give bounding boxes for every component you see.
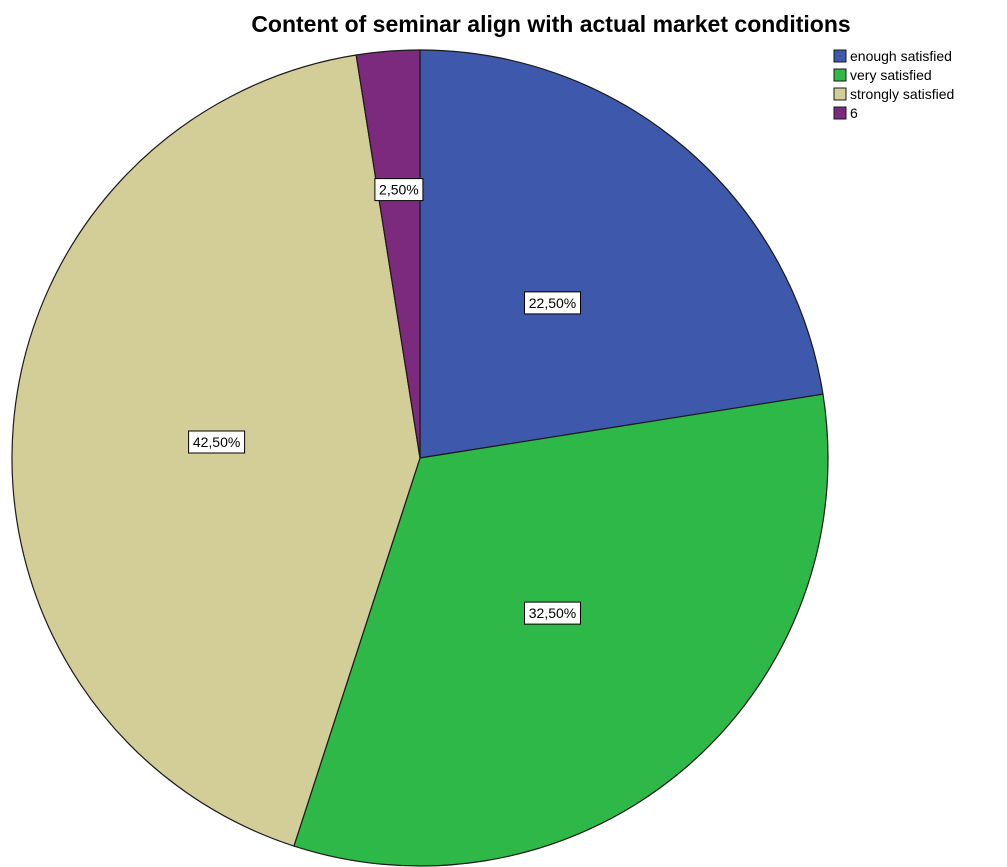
legend-label-1: enough satisfied — [850, 48, 952, 64]
legend-item-2: very satisfied — [833, 67, 932, 83]
slice-label-text-2: 32,50% — [529, 605, 576, 621]
slice-label-1: 22,50% — [524, 291, 581, 315]
slice-label-4: 2,50% — [374, 178, 424, 202]
pie-slice-2 — [293, 393, 829, 867]
pie-slices — [11, 49, 829, 867]
pie-slice-1 — [419, 49, 824, 459]
legend-item-1: enough satisfied — [833, 48, 952, 64]
legend-label-2: very satisfied — [850, 67, 932, 83]
slice-label-text-1: 22,50% — [529, 295, 576, 311]
pie-slice-labels: 22,50% 32,50% 42,50% 2,50% — [188, 178, 581, 625]
slice-label-box-3 — [188, 430, 246, 454]
slice-label-2: 32,50% — [524, 601, 581, 625]
slice-label-3: 42,50% — [188, 430, 246, 454]
slice-label-box-4 — [374, 178, 424, 202]
slice-label-box-1 — [524, 291, 581, 315]
slice-label-text-4: 2,50% — [379, 182, 419, 198]
legend-item-3: strongly satisfied — [833, 86, 954, 102]
legend-swatch-3 — [833, 87, 847, 101]
legend: enough satisfied very satisfied strongly s… — [833, 48, 954, 121]
legend-swatch-2 — [833, 68, 847, 82]
chart-title: Content of seminar align with actual mar… — [251, 11, 850, 37]
pie-slice-4 — [355, 49, 421, 459]
legend-swatch-4 — [833, 106, 847, 120]
legend-swatch-1 — [833, 49, 847, 63]
legend-label-4: 6 — [850, 105, 858, 121]
legend-label-3: strongly satisfied — [850, 86, 954, 102]
slice-label-text-3: 42,50% — [193, 434, 240, 450]
slice-label-box-2 — [524, 601, 581, 625]
legend-item-4: 6 — [833, 105, 858, 121]
